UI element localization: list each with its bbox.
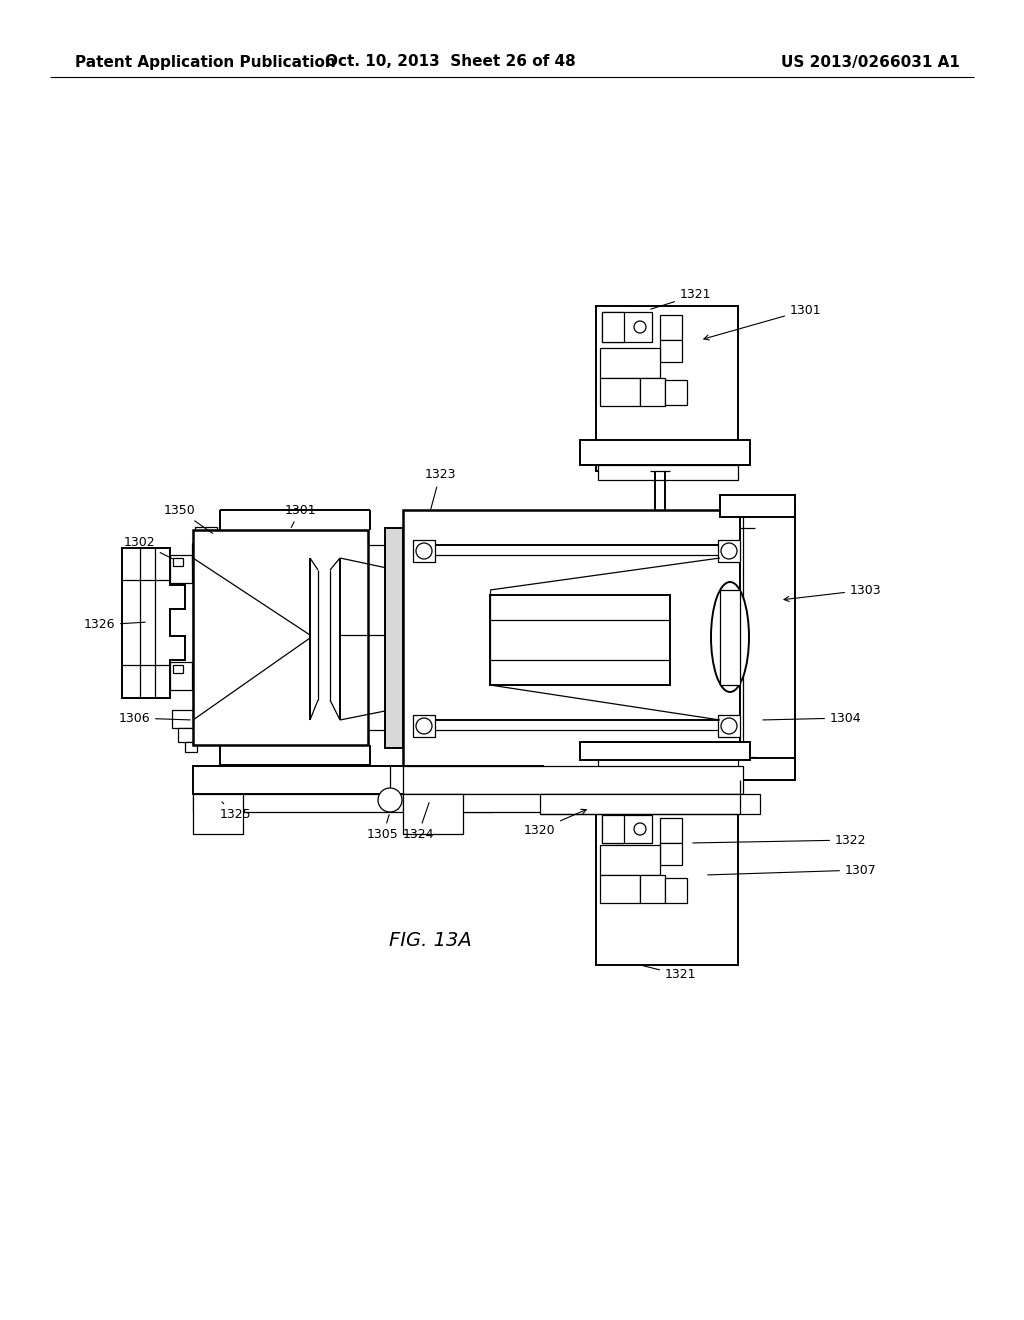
- Bar: [720, 495, 795, 517]
- Bar: [178, 729, 198, 742]
- Text: 1323: 1323: [424, 469, 456, 510]
- Bar: [172, 710, 204, 729]
- Bar: [385, 528, 403, 748]
- Bar: [718, 715, 740, 737]
- Bar: [598, 465, 738, 480]
- Bar: [665, 878, 687, 903]
- Bar: [602, 312, 652, 342]
- Bar: [665, 380, 687, 405]
- Bar: [193, 795, 493, 812]
- Text: 1302: 1302: [123, 536, 172, 558]
- Bar: [718, 540, 740, 562]
- Text: Patent Application Publication: Patent Application Publication: [75, 54, 336, 70]
- Bar: [596, 810, 738, 965]
- Bar: [660, 843, 682, 865]
- Circle shape: [378, 788, 402, 812]
- Text: 1301: 1301: [285, 503, 315, 528]
- Text: 1325: 1325: [219, 803, 251, 821]
- Bar: [170, 554, 193, 583]
- Bar: [600, 348, 660, 378]
- Bar: [640, 875, 665, 903]
- Text: 1326: 1326: [84, 619, 145, 631]
- Bar: [600, 378, 640, 407]
- Bar: [660, 341, 682, 362]
- Circle shape: [634, 321, 646, 333]
- Circle shape: [721, 543, 737, 558]
- Bar: [596, 306, 738, 471]
- Bar: [720, 758, 795, 780]
- Bar: [403, 795, 743, 812]
- Bar: [173, 558, 183, 566]
- Bar: [413, 715, 435, 737]
- Text: 1301: 1301: [703, 304, 821, 341]
- Text: US 2013/0266031 A1: US 2013/0266031 A1: [781, 54, 961, 70]
- Bar: [580, 742, 750, 760]
- Text: 1307: 1307: [708, 863, 877, 876]
- Bar: [720, 590, 740, 685]
- Text: 1350: 1350: [163, 503, 213, 533]
- Bar: [170, 663, 193, 690]
- Text: 1324: 1324: [402, 803, 434, 842]
- Text: 1306: 1306: [119, 711, 190, 725]
- Text: 1321: 1321: [650, 289, 712, 309]
- Text: Oct. 10, 2013  Sheet 26 of 48: Oct. 10, 2013 Sheet 26 of 48: [325, 54, 575, 70]
- Circle shape: [416, 543, 432, 558]
- Bar: [598, 756, 738, 775]
- Bar: [540, 795, 760, 814]
- Bar: [403, 766, 743, 795]
- Text: 1303: 1303: [784, 583, 882, 602]
- Circle shape: [721, 718, 737, 734]
- Bar: [660, 315, 682, 341]
- Text: 1320: 1320: [523, 809, 587, 837]
- Bar: [413, 540, 435, 562]
- Text: 1322: 1322: [693, 833, 866, 846]
- Bar: [602, 312, 624, 342]
- Circle shape: [634, 822, 646, 836]
- Bar: [193, 795, 243, 834]
- Bar: [403, 795, 463, 834]
- Bar: [490, 595, 670, 685]
- Bar: [740, 506, 795, 780]
- Bar: [580, 440, 750, 465]
- Bar: [173, 665, 183, 673]
- Bar: [193, 543, 220, 565]
- Bar: [193, 531, 368, 744]
- Circle shape: [416, 718, 432, 734]
- Bar: [600, 845, 660, 875]
- Bar: [403, 510, 743, 770]
- Bar: [193, 766, 543, 795]
- Bar: [660, 818, 682, 843]
- Bar: [602, 814, 624, 843]
- Bar: [602, 814, 652, 843]
- Text: FIG. 13A: FIG. 13A: [389, 931, 471, 949]
- Ellipse shape: [711, 582, 749, 692]
- Text: 1304: 1304: [763, 711, 861, 725]
- Polygon shape: [122, 548, 185, 698]
- Text: 1305: 1305: [368, 814, 399, 842]
- Bar: [195, 527, 217, 545]
- Bar: [185, 742, 197, 752]
- Bar: [640, 378, 665, 407]
- Bar: [600, 875, 640, 903]
- Text: 1321: 1321: [643, 966, 696, 982]
